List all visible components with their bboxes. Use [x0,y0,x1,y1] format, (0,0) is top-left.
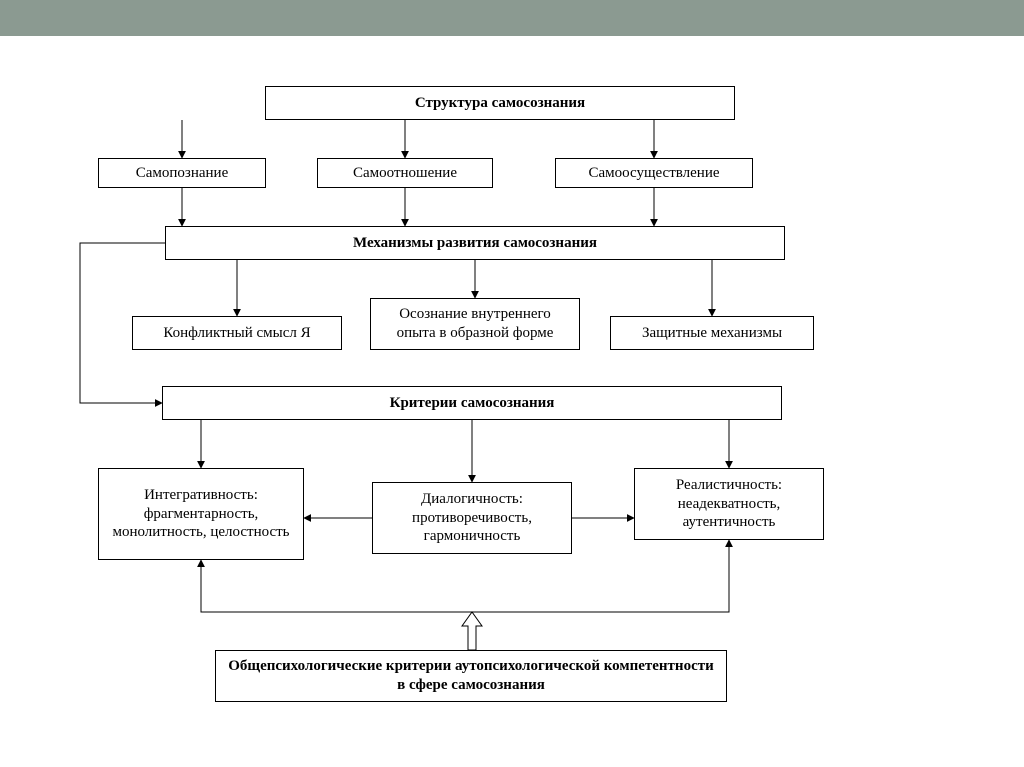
node-selfrealization: Самоосуществление [555,158,753,188]
node-structure: Структура самосознания [265,86,735,120]
diagram-canvas: Структура самосознания Самопознание Само… [0,36,1024,767]
node-label: Структура самосознания [415,94,585,113]
node-label: Защитные механизмы [642,324,782,343]
node-label: Механизмы развития самосознания [353,234,597,253]
node-competence: Общепсихологические критерии аутопсихоло… [215,650,727,702]
node-label: Осознание внутреннего опыта в образной ф… [379,305,571,343]
node-label: Самопознание [136,164,229,183]
node-awareness: Осознание внутреннего опыта в образной ф… [370,298,580,350]
node-label: Критерии самосознания [390,394,555,413]
node-mechanisms: Механизмы развития самосознания [165,226,785,260]
node-integrativity: Интегративность: фрагментарность, моноли… [98,468,304,560]
node-criteria: Критерии самосознания [162,386,782,420]
node-label: Интегративность: фрагментарность, моноли… [107,486,295,542]
node-conflict: Конфликтный смысл Я [132,316,342,350]
node-defense: Защитные механизмы [610,316,814,350]
node-label: Самоосуществление [588,164,719,183]
node-dialogic: Диалогичность: противоречивость, гармони… [372,482,572,554]
node-label: Реалистичность: неадекватность, аутентич… [643,476,815,532]
node-realistic: Реалистичность: неадекватность, аутентич… [634,468,824,540]
node-label: Конфликтный смысл Я [163,324,310,343]
node-label: Самоотношение [353,164,457,183]
node-label: Общепсихологические критерии аутопсихоло… [224,657,718,695]
node-label: Диалогичность: противоречивость, гармони… [381,490,563,546]
top-bar [0,0,1024,36]
node-selfknowledge: Самопознание [98,158,266,188]
node-selfattitude: Самоотношение [317,158,493,188]
